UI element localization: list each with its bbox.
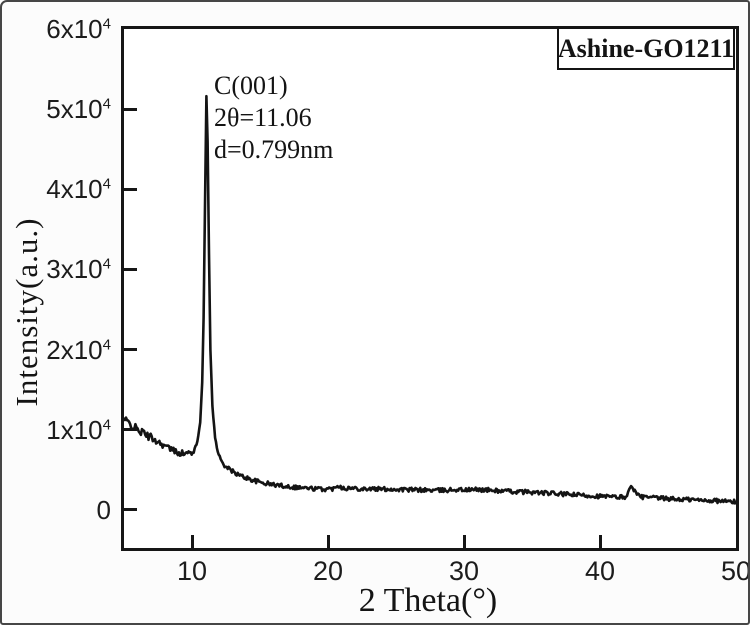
xrd-curve (124, 94, 736, 505)
x-tick-mark (462, 535, 466, 548)
x-axis-title: 2 Theta(°) (358, 582, 498, 619)
y-tick-label: 5x104 (46, 94, 111, 125)
legend-box: Ashine-GO1211 (557, 27, 735, 70)
x-tick-label: 10 (176, 556, 208, 586)
x-tick-label: 20 (312, 556, 344, 586)
y-axis-title: Intensity(a.u.) (9, 217, 44, 407)
legend-label: Ashine-GO1211 (557, 33, 735, 63)
x-tick-label: 40 (584, 556, 616, 586)
y-tick-label: 0 (96, 494, 111, 525)
peak-annotation-two-theta: 2θ=11.06 (214, 103, 312, 132)
y-tick-mark (124, 267, 137, 271)
x-tick-mark (326, 535, 330, 548)
x-tick-label: 50 (720, 556, 750, 586)
y-tick-label: 4x104 (46, 174, 111, 205)
peak-annotation-miller-index: C(001) (214, 71, 288, 100)
y-tick-label: 3x104 (46, 254, 111, 285)
x-tick-mark (190, 535, 194, 548)
y-tick-mark (124, 187, 137, 191)
plot-area (121, 26, 739, 551)
y-tick-mark (124, 428, 137, 432)
y-tick-mark (124, 348, 137, 352)
y-tick-label: 2x104 (46, 334, 111, 365)
y-tick-label: 6x104 (46, 14, 111, 44)
y-tick-mark (124, 508, 137, 512)
y-tick-mark (124, 107, 137, 111)
x-tick-mark (598, 535, 602, 548)
xrd-curve-svg (124, 94, 736, 505)
x-tick-label: 30 (448, 556, 480, 586)
y-tick-label: 1x104 (46, 414, 111, 445)
peak-annotation-d-spacing: d=0.799nm (214, 135, 334, 164)
peak-annotation: C(001) 2θ=11.06 d=0.799nm (214, 70, 333, 166)
